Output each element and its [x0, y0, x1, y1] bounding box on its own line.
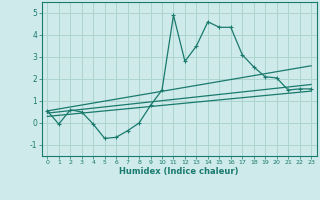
X-axis label: Humidex (Indice chaleur): Humidex (Indice chaleur): [119, 167, 239, 176]
